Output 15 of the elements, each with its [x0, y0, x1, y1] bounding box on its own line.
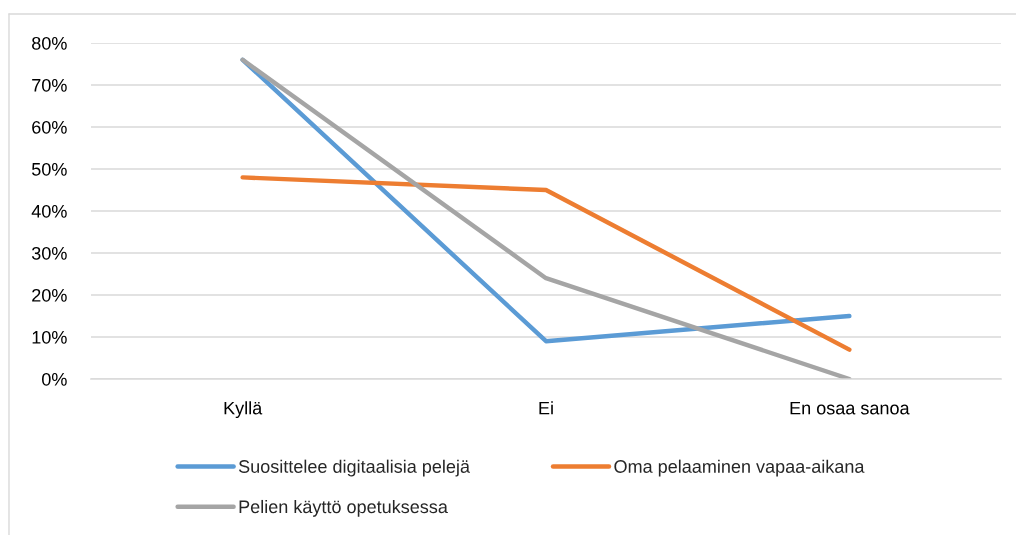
- y-tick-label: 0%: [42, 372, 67, 386]
- y-tick-label: 40%: [31, 204, 67, 218]
- y-tick-label: 80%: [32, 36, 67, 50]
- legend-label: Pelien käyttö opetuksessa: [239, 499, 448, 517]
- legend-label: Suosittelee digitaalisia pelejä: [238, 459, 470, 477]
- y-tick-label: 20%: [32, 288, 67, 302]
- x-tick-label: En osaa sanoa: [790, 401, 910, 415]
- legend-label: Oma pelaaminen vapaa-aikana: [614, 459, 865, 477]
- y-tick-label: 50%: [31, 162, 67, 176]
- y-tick-label: 30%: [31, 246, 67, 260]
- x-tick-label: Ei: [539, 401, 553, 415]
- y-tick-label: 10%: [32, 330, 67, 344]
- y-tick-label: 70%: [32, 78, 67, 92]
- y-tick-label: 60%: [32, 120, 67, 134]
- x-tick-label: Kyllä: [224, 401, 263, 419]
